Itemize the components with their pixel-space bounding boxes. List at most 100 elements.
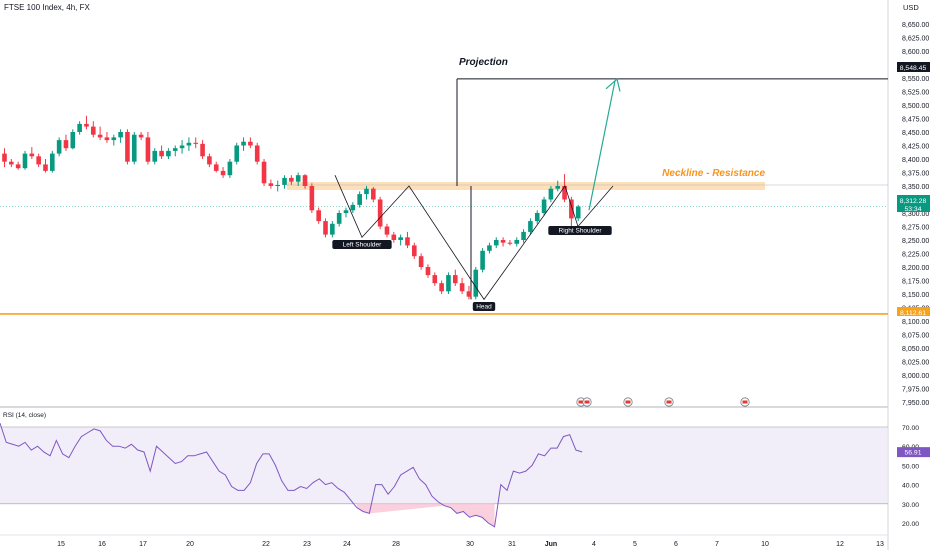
candle-body — [152, 150, 158, 162]
rsi-y-tick-label: 20.00 — [902, 521, 919, 528]
candle-body — [521, 231, 526, 240]
y-tick-label: 7,950.00 — [902, 400, 929, 407]
y-tick-label: 8,150.00 — [902, 292, 929, 299]
y-tick-label: 8,200.00 — [902, 265, 929, 272]
candle-body — [29, 153, 35, 157]
rsi-y-tick-label: 70.00 — [902, 425, 919, 432]
candle-body — [302, 175, 308, 186]
candle-body — [548, 188, 554, 200]
x-tick-label: 6 — [674, 541, 678, 548]
x-tick-label: 10 — [761, 541, 769, 548]
y-tick-label: 8,175.00 — [902, 279, 929, 286]
candle-body — [528, 221, 533, 232]
y-tick-label: 8,250.00 — [902, 238, 929, 245]
flag-icon — [742, 400, 748, 404]
projection-price-box: 8,548.45 — [900, 65, 927, 72]
x-tick-label: 17 — [139, 541, 147, 548]
rsi-value-box — [897, 447, 930, 458]
rsi-y-tick-label: 40.00 — [902, 483, 919, 490]
flag-icon — [584, 400, 590, 404]
candle-body — [493, 240, 499, 246]
candle-body — [104, 137, 110, 141]
x-tick-label: 13 — [876, 541, 884, 548]
rsi-y-tick-label: 30.00 — [902, 502, 919, 509]
candle-body — [200, 143, 205, 157]
candle-body — [90, 126, 96, 135]
rsi-title: RSI (14, close) — [3, 412, 46, 419]
candle-body — [330, 223, 335, 235]
y-tick-label: 8,225.00 — [902, 252, 929, 259]
projection-arrow-head — [605, 77, 621, 92]
last-price-box-bg — [897, 195, 930, 212]
candle-body — [77, 123, 82, 132]
rsi-band — [0, 427, 888, 504]
x-tick-label: Jun — [545, 541, 557, 548]
y-tick-label: 8,650.00 — [902, 22, 929, 29]
y-tick-label: 8,300.00 — [902, 211, 929, 218]
candle-body — [43, 164, 48, 171]
candle-body — [179, 145, 185, 149]
candle-body — [412, 245, 417, 257]
flag-icon — [625, 400, 631, 404]
candle-body — [125, 132, 130, 162]
candle-body — [193, 142, 199, 144]
left-shoulder-label: Left Shoulder — [343, 242, 383, 249]
currency-label[interactable]: USD — [903, 3, 919, 12]
x-tick-label: 31 — [508, 541, 516, 548]
candle-body — [131, 134, 137, 162]
candle-body — [248, 141, 253, 146]
candle-body — [84, 123, 89, 127]
x-tick-label: 12 — [836, 541, 844, 548]
candle-body — [541, 199, 547, 213]
support-price-box-bg — [897, 307, 930, 316]
last-price-box: 8,312.28 — [900, 198, 927, 205]
projection-arrow-line — [588, 80, 616, 211]
candle-body — [97, 134, 103, 138]
y-tick-label: 8,475.00 — [902, 117, 929, 124]
candle-body — [562, 186, 567, 200]
x-tick-label: 4 — [592, 541, 596, 548]
candle-body — [213, 164, 219, 171]
candle-body — [466, 291, 472, 297]
candle-body — [172, 148, 178, 151]
flag-icon — [578, 400, 584, 404]
candle-body — [384, 226, 390, 235]
candle-body — [56, 140, 62, 154]
candle-body — [295, 175, 301, 182]
flag-icon — [666, 400, 672, 404]
candle-body — [500, 240, 506, 243]
candle-body — [357, 194, 362, 205]
x-tick-label: 5 — [633, 541, 637, 548]
candle-body — [63, 140, 69, 149]
rsi-line — [0, 423, 583, 528]
rsi-y-tick-label: 50.00 — [902, 463, 919, 470]
head-label-bg — [472, 302, 496, 311]
candle-body — [446, 275, 451, 292]
candle-body — [207, 156, 212, 165]
x-tick-label: 23 — [303, 541, 311, 548]
head-label: Head — [476, 304, 492, 311]
y-tick-label: 8,400.00 — [902, 157, 929, 164]
candle-body — [268, 183, 274, 186]
left-shoulder-label-bg — [332, 240, 392, 249]
candle-body — [371, 188, 376, 200]
projection-price-box-bg — [897, 62, 930, 72]
candle-body — [343, 210, 349, 213]
candle-body — [220, 170, 226, 176]
candle-body — [22, 153, 28, 169]
x-tick-label: 16 — [98, 541, 106, 548]
candle-body — [2, 153, 7, 162]
y-tick-label: 8,450.00 — [902, 130, 929, 137]
y-tick-label: 8,350.00 — [902, 184, 929, 191]
candle-body — [323, 221, 328, 235]
rsi-oversold-fill — [356, 503, 495, 527]
chart-title: FTSE 100 Index, 4h, FX — [4, 3, 90, 12]
candle-body — [432, 275, 438, 284]
candle-body — [118, 132, 123, 138]
candle-body — [534, 213, 540, 222]
candle-body — [487, 245, 492, 251]
candle-body — [254, 145, 260, 162]
y-tick-label: 8,000.00 — [902, 373, 929, 380]
x-tick-label: 20 — [186, 541, 194, 548]
